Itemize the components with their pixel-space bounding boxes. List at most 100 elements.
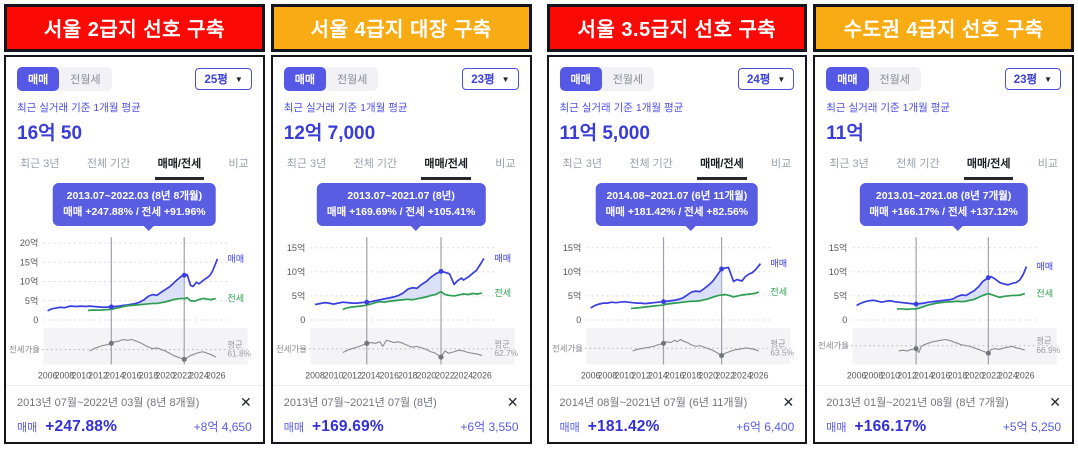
tab-buy[interactable]: 매매 (559, 67, 602, 91)
price-card: 매매 전월세 25평 ▼ 최근 실거래 기준 1개월 평균 16억 50 최근 … (4, 55, 265, 444)
chart-tooltip: 2013.01~2021.08 (8년 7개월) 매매 +166.17% / 전… (859, 183, 1028, 231)
svg-text:15억: 15억 (287, 242, 305, 253)
price-caption: 최근 실거래 기준 1개월 평균 (826, 102, 951, 114)
tooltip-period: 2014.08~2021.07 (6년 11개월) (606, 190, 748, 202)
svg-text:2024: 2024 (453, 371, 473, 381)
price-caption: 최근 실거래 기준 1개월 평균 (17, 102, 141, 114)
svg-text:전세가율: 전세가율 (818, 341, 849, 351)
tab-buy[interactable]: 매매 (826, 67, 869, 91)
jeonse-amount: +2억 4,738 (194, 443, 252, 444)
svg-text:2016: 2016 (664, 371, 684, 381)
svg-text:2022: 2022 (435, 371, 455, 381)
tab-buy[interactable]: 매매 (283, 67, 326, 91)
apartment-panel: 수도권 4급지 선호 구축 매매 전월세 23평 ▼ 최근 실거래 기준 1개월… (813, 4, 1074, 444)
close-icon[interactable]: ✕ (782, 393, 795, 410)
svg-text:0: 0 (33, 315, 38, 325)
chart-area: 2013.07~2021.07 (8년) 매매 +169.69% / 전세 +1… (273, 180, 530, 385)
svg-text:2026: 2026 (1015, 371, 1035, 381)
nav-recent-3y[interactable]: 최근 3년 (286, 158, 327, 170)
buy-label: 매매 (826, 421, 847, 434)
summary-period: 2014년 08월~2021년 07월 (6년 11개월) (559, 397, 748, 410)
size-dropdown[interactable]: 23평 ▼ (462, 68, 519, 90)
svg-text:매매: 매매 (1037, 262, 1054, 272)
nav-compare[interactable]: 비교 (770, 158, 792, 170)
nav-compare[interactable]: 비교 (228, 158, 249, 170)
period-summary: 2013년 07월~2022년 03월 (8년 8개월) ✕ 매매 +247.8… (6, 384, 263, 444)
svg-text:전세가율: 전세가율 (552, 343, 583, 353)
svg-text:평균: 평균 (770, 338, 786, 348)
tab-rent[interactable]: 전월세 (612, 74, 644, 86)
nav-compare[interactable]: 비교 (1037, 158, 1058, 170)
svg-text:전세가율: 전세가율 (9, 345, 40, 355)
card-top: 매매 전월세 23평 ▼ 최근 실거래 기준 1개월 평균 12억 7,000 … (273, 57, 530, 180)
panel-title: 수도권 4급지 선호 구축 (813, 4, 1074, 52)
svg-text:평균: 평균 (227, 340, 243, 350)
close-icon[interactable]: ✕ (240, 393, 252, 410)
panel-title: 서울 4급지 대장 구축 (270, 4, 532, 52)
svg-text:2024: 2024 (732, 371, 752, 381)
svg-text:2024: 2024 (189, 371, 209, 381)
svg-text:15억: 15억 (562, 242, 580, 253)
nav-recent-3y[interactable]: 최근 3년 (20, 158, 60, 170)
card-top: 매매 전월세 24평 ▼ 최근 실거래 기준 1개월 평균 11억 5,000 … (549, 57, 806, 180)
buy-amount: +6억 3,550 (460, 419, 519, 434)
nav-sale-jeonse[interactable]: 매매/전세 (963, 155, 1014, 180)
svg-text:2014: 2014 (648, 371, 668, 381)
card-top: 매매 전월세 23평 ▼ 최근 실거래 기준 1개월 평균 11억 최근 3년 … (815, 57, 1072, 180)
summary-period: 2013년 07월~2022년 03월 (8년 8개월) (17, 397, 200, 410)
period-summary: 2013년 07월~2021년 07월 (8년) ✕ 매매 +169.69% +… (272, 384, 530, 442)
buy-amount: +5억 5,250 (1002, 419, 1061, 434)
chart-tooltip: 2014.08~2021.07 (6년 11개월) 매매 +181.42% / … (595, 183, 759, 231)
svg-text:20억: 20억 (20, 237, 38, 248)
svg-text:2024: 2024 (998, 371, 1018, 381)
size-dropdown-value: 23평 (471, 74, 495, 86)
tab-rent[interactable]: 전월세 (879, 74, 910, 86)
size-dropdown[interactable]: 24평 ▼ (737, 68, 795, 90)
svg-text:2006: 2006 (847, 371, 867, 381)
nav-full-period[interactable]: 전체 기간 (896, 158, 940, 170)
tab-rent[interactable]: 전월세 (70, 74, 101, 86)
close-icon[interactable]: ✕ (506, 393, 519, 410)
summary-row-buy: 매매 +166.17% +5억 5,250 (826, 418, 1061, 436)
svg-text:2018: 2018 (681, 371, 701, 381)
size-dropdown[interactable]: 23평 ▼ (1004, 68, 1061, 90)
summary-row-jeonse: 전세 +82.56% +2억 3,118 (560, 443, 795, 444)
svg-text:2014: 2014 (914, 371, 934, 381)
summary-row-jeonse: 전세 +91.96% +2억 4,738 (17, 443, 252, 444)
nav-full-period[interactable]: 전체 기간 (86, 158, 131, 170)
svg-text:2008: 2008 (864, 371, 884, 381)
svg-text:2012: 2012 (898, 371, 918, 381)
svg-text:2012: 2012 (88, 371, 108, 381)
svg-text:2012: 2012 (631, 371, 651, 381)
svg-text:2012: 2012 (342, 371, 362, 381)
svg-text:2016: 2016 (379, 371, 399, 381)
buy-label: 매매 (283, 421, 304, 434)
chart-area: 2014.08~2021.07 (6년 11개월) 매매 +181.42% / … (549, 180, 806, 385)
nav-sale-jeonse[interactable]: 매매/전세 (421, 155, 471, 180)
jeonse-percent: +82.56% (588, 443, 651, 444)
nav-sale-jeonse[interactable]: 매매/전세 (697, 155, 747, 180)
close-icon[interactable]: ✕ (1049, 393, 1061, 410)
svg-text:2020: 2020 (416, 371, 436, 381)
buy-percent: +181.42% (587, 417, 660, 435)
nav-compare[interactable]: 비교 (495, 158, 516, 170)
nav-full-period[interactable]: 전체 기간 (353, 158, 398, 170)
nav-recent-3y[interactable]: 최근 3년 (562, 158, 603, 170)
nav-recent-3y[interactable]: 최근 3년 (829, 158, 869, 170)
svg-text:평균: 평균 (1037, 336, 1053, 346)
svg-text:66.9%: 66.9% (1037, 345, 1061, 355)
svg-text:2010: 2010 (881, 371, 901, 381)
svg-text:2022: 2022 (715, 371, 735, 381)
svg-text:10억: 10억 (20, 276, 38, 287)
size-dropdown[interactable]: 25평 ▼ (195, 68, 252, 90)
nav-sale-jeonse[interactable]: 매매/전세 (154, 155, 205, 180)
average-price: 11억 (826, 123, 864, 144)
nav-full-period[interactable]: 전체 기간 (629, 158, 673, 170)
svg-text:2018: 2018 (398, 371, 418, 381)
tab-buy[interactable]: 매매 (17, 67, 60, 91)
svg-text:10억: 10억 (829, 266, 847, 277)
apartment-panel: 서울 4급지 대장 구축 매매 전월세 23평 ▼ 최근 실거래 기준 1개월 … (270, 4, 532, 444)
tab-rent[interactable]: 전월세 (337, 74, 368, 86)
svg-text:전세: 전세 (770, 287, 787, 297)
